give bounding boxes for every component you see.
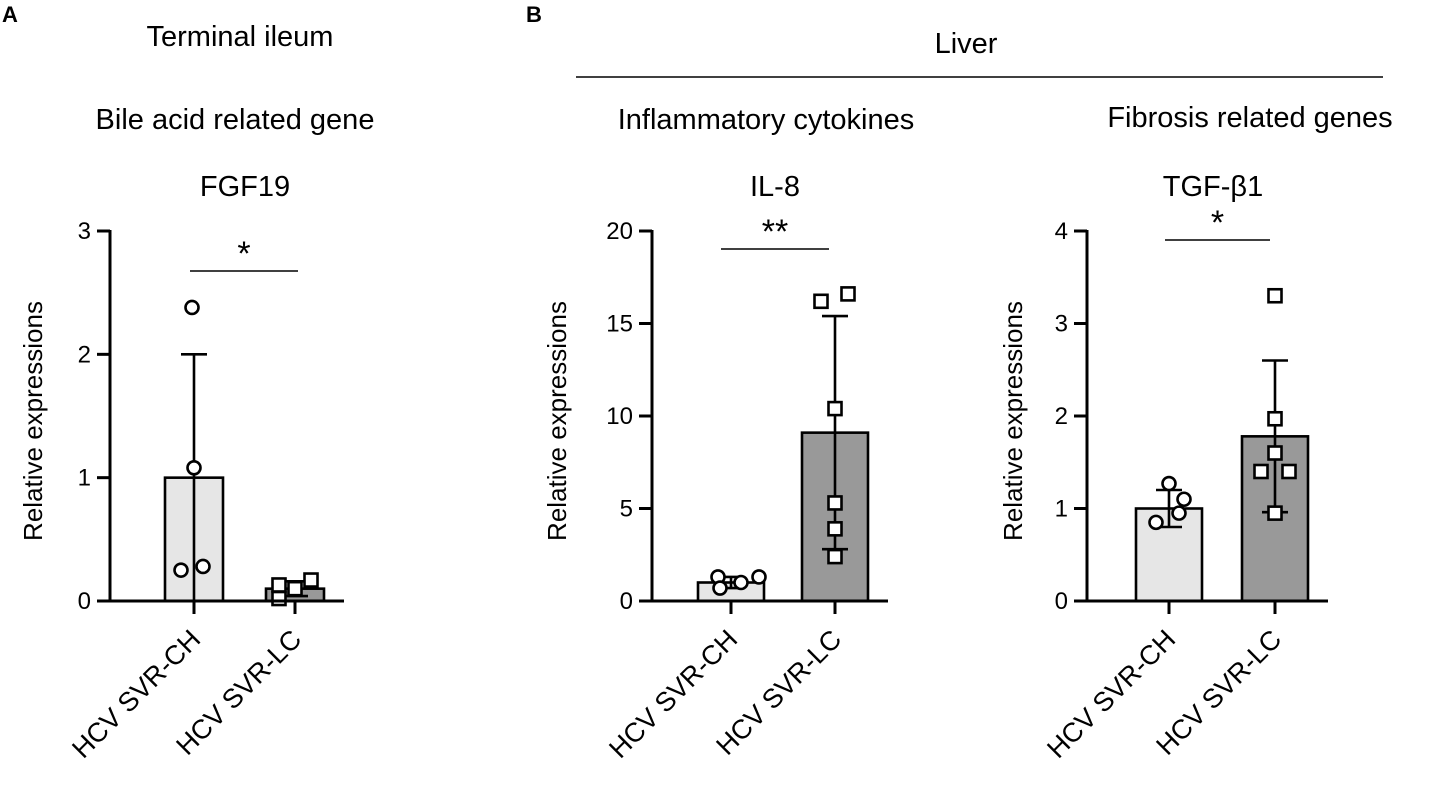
data-point-circle xyxy=(712,580,728,596)
y-tick-label: 0 xyxy=(1055,588,1068,615)
y-tick-label: 2 xyxy=(78,341,91,368)
header-bile-acid: Bile acid related gene xyxy=(96,104,375,136)
data-point-square xyxy=(1253,463,1269,480)
data-point-square xyxy=(303,572,319,588)
data-point-square xyxy=(1267,287,1283,304)
data-point-square xyxy=(271,577,287,593)
y-tick-label: 3 xyxy=(78,218,91,245)
y-tick-label: 0 xyxy=(78,588,91,615)
data-point-square xyxy=(1267,410,1283,427)
data-point-circle xyxy=(1161,475,1177,492)
data-point-circle xyxy=(733,574,749,591)
data-point-square xyxy=(271,590,287,607)
header-liver: Liver xyxy=(935,28,998,60)
significance-marker: * xyxy=(237,235,250,273)
data-point-circle xyxy=(184,299,200,316)
header-inflammatory: Inflammatory cytokines xyxy=(618,104,915,136)
data-point-circle xyxy=(751,569,767,585)
data-point-square xyxy=(827,400,843,417)
data-point-circle xyxy=(1176,491,1192,508)
data-point-circle xyxy=(195,558,211,575)
y-tick-label: 4 xyxy=(1055,218,1068,245)
chart-title: IL-8 xyxy=(750,171,800,203)
y-axis-label: Relative expressions xyxy=(18,301,48,541)
data-point-square xyxy=(287,580,303,597)
data-point-square xyxy=(813,293,829,310)
y-tick-label: 2 xyxy=(1055,403,1068,430)
y-tick-label: 5 xyxy=(620,496,633,523)
y-axis-label: Relative expressions xyxy=(542,301,572,541)
data-point-circle xyxy=(1171,505,1187,521)
y-tick-label: 10 xyxy=(606,403,633,430)
header-fibrosis: Fibrosis related genes xyxy=(1107,102,1392,134)
data-point-circle xyxy=(186,459,202,476)
chart-title: FGF19 xyxy=(200,171,290,203)
data-point-square xyxy=(1267,505,1283,521)
y-tick-label: 15 xyxy=(606,311,633,338)
panel-label-a: A xyxy=(2,2,18,27)
data-point-square xyxy=(827,548,843,565)
y-axis-label: Relative expressions xyxy=(998,301,1028,541)
data-point-square xyxy=(840,286,856,302)
significance-marker: ** xyxy=(762,213,788,251)
data-point-circle xyxy=(173,562,189,578)
y-tick-label: 20 xyxy=(606,218,633,245)
data-point-square xyxy=(827,521,843,537)
panel-label-b: B xyxy=(526,2,542,27)
data-point-circle xyxy=(1148,514,1164,531)
data-point-square xyxy=(1267,445,1283,461)
y-tick-label: 1 xyxy=(78,465,91,492)
y-tick-label: 3 xyxy=(1055,311,1068,338)
header-terminal-ileum: Terminal ileum xyxy=(147,21,334,53)
significance-marker: * xyxy=(1211,204,1224,242)
data-point-square xyxy=(1281,463,1297,480)
chart-title: TGF-β1 xyxy=(1163,171,1263,203)
y-tick-label: 1 xyxy=(1055,496,1068,523)
data-point-square xyxy=(827,495,843,511)
y-tick-label: 0 xyxy=(620,588,633,615)
